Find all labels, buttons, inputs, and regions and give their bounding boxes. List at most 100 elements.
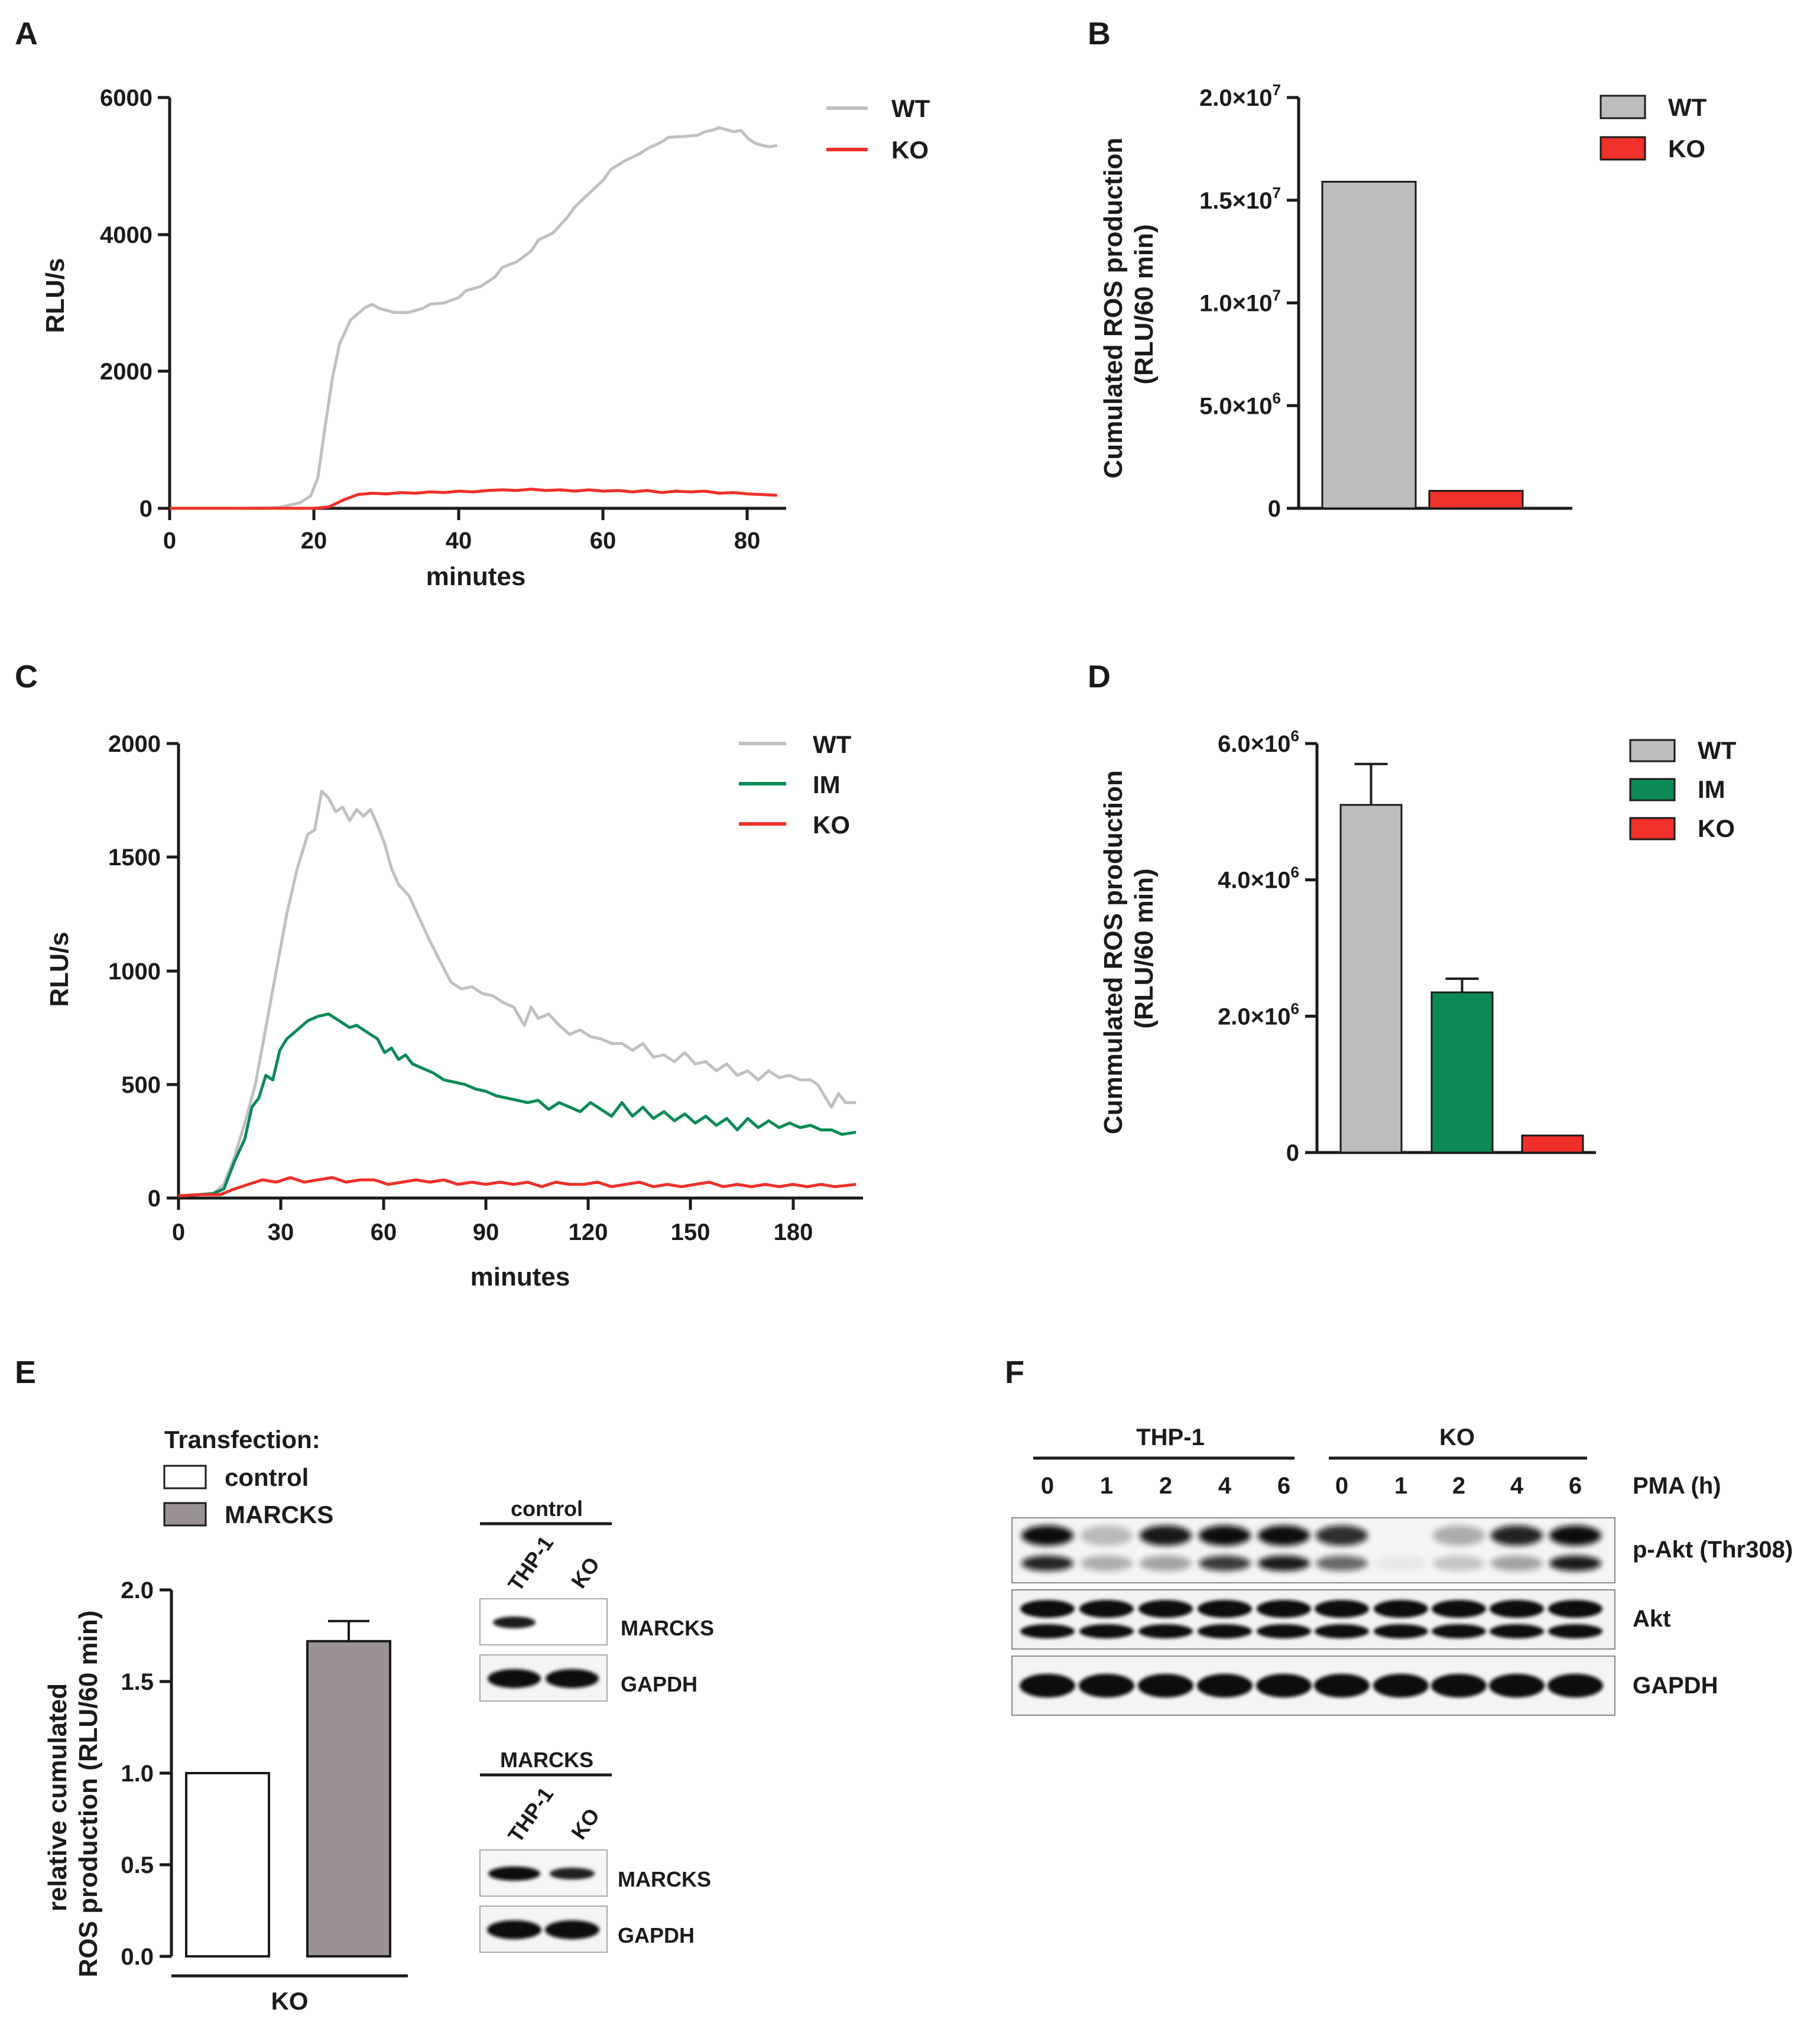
panel-c-axes (177, 744, 863, 1200)
panel-b-y-tick-label: 0 (1268, 496, 1281, 522)
panel-e-blot-control-row-gapdh: GAPDH (621, 1672, 697, 1696)
panel-e-legend-title: Transfection: (164, 1426, 320, 1453)
panel-a-wt-line (170, 126, 778, 510)
panel-e-legend-control-swatch (163, 1465, 207, 1489)
panel-f-lane-label: 2 (1452, 1473, 1465, 1499)
panel-f-band (1431, 1674, 1487, 1697)
panel-f-lane-label: 4 (1218, 1473, 1232, 1499)
panel-a-y-tick-label: 4000 (100, 222, 153, 248)
panel-d-legend-wt-label: WT (1698, 736, 1737, 764)
panel-e-blot-control-row-marcks: MARCKS (621, 1616, 714, 1640)
panel-a-x-tick-label: 20 (301, 528, 327, 554)
panel-e-blot-band (550, 1868, 595, 1880)
panel-f-band (1489, 1674, 1545, 1697)
panel-e-legend-marcks-swatch (163, 1502, 207, 1527)
panel-e: E Transfection: control MARCKS relative … (15, 1355, 714, 2015)
panel-f-band (1433, 1525, 1485, 1546)
panel-f-band (1432, 1624, 1486, 1638)
panel-b-y-ticks: 0 5.0×106 1.0×107 1.5×107 2.0×107 (1199, 81, 1299, 522)
panel-b-legend-ko-swatch (1600, 136, 1646, 161)
panel-e-y-tick-label: 1.5 (121, 1669, 154, 1695)
panel-d-legend-ko-swatch (1629, 817, 1676, 840)
panel-e-blot-control-lane-ko: KO (566, 1553, 605, 1593)
panel-e-y-tick-label: 2.0 (121, 1577, 154, 1603)
panel-f-band (1432, 1600, 1486, 1618)
panel-b-bar-wt (1321, 180, 1417, 509)
panel-d-bar-im (1430, 991, 1494, 1154)
panel-d-legend-ko-label: KO (1698, 814, 1735, 842)
panel-f-band (1315, 1600, 1369, 1618)
panel-f-band (1138, 1600, 1193, 1618)
panel-f-group-thp1: THP-1 (1136, 1424, 1205, 1450)
panel-f-band (1198, 1600, 1252, 1618)
panel-a-y-tick-label: 2000 (100, 359, 153, 385)
panel-d-y-tick-label: 0 (1286, 1140, 1299, 1166)
panel-c-x-tick-label: 90 (473, 1219, 499, 1245)
panel-d-legend-wt-swatch (1629, 739, 1676, 762)
panel-e-y-ticks: 0.0 0.5 1.0 1.5 2.0 (121, 1577, 171, 1970)
panel-c-y-tick-label: 1000 (108, 959, 161, 985)
panel-f-band (1375, 1556, 1427, 1571)
panel-a-y-tick-label: 0 (139, 496, 153, 522)
panel-d-y-tick-label: 2.0×106 (1218, 999, 1299, 1030)
panel-f-band (1316, 1556, 1368, 1571)
panel-b-y-tick-label: 1.5×107 (1199, 184, 1281, 214)
panel-f-band (1138, 1674, 1193, 1697)
panel-b-y-label-line1: Cumulated ROS production (1099, 138, 1128, 479)
panel-f-band (1079, 1624, 1134, 1638)
panel-f-band (1140, 1525, 1192, 1546)
panel-d-legend-im-swatch (1629, 778, 1676, 801)
panel-e-blot-control-lane-thp1: THP-1 (503, 1531, 558, 1596)
panel-c-x-tick-label: 60 (371, 1219, 397, 1245)
panel-c: C RLU/s minutes 0 500 1000 1500 2000 0 3… (15, 659, 863, 1291)
panel-e-blot-marcks-lane-thp1: THP-1 (503, 1783, 558, 1847)
panel-f-band (1256, 1674, 1312, 1697)
panel-f-lane-label: 0 (1041, 1473, 1054, 1499)
panel-b-y-label-line2: (RLU/60 min) (1130, 224, 1159, 384)
panel-a-x-tick-label: 80 (734, 528, 761, 554)
panel-f-band (1140, 1556, 1192, 1571)
panel-b-y-tick-label: 2.0×107 (1199, 81, 1281, 111)
panel-f-band (1548, 1624, 1602, 1638)
panel-c-ko-line (178, 1176, 857, 1197)
panel-c-x-tick-label: 30 (268, 1219, 294, 1245)
panel-f-band (1199, 1556, 1251, 1571)
panel-f-row-pakt: p-Akt (Thr308) (1633, 1537, 1793, 1563)
panel-f-band (1199, 1525, 1251, 1546)
panel-e-bar-control (185, 1772, 270, 1958)
panel-f-blot-akt-frame (1011, 1589, 1615, 1650)
panel-f-band (1258, 1525, 1310, 1546)
panel-f-group-ko: KO (1439, 1424, 1475, 1450)
panel-f-lane-label: 4 (1510, 1473, 1524, 1499)
panel-f-band (1433, 1556, 1485, 1571)
panel-f-bands (1020, 1525, 1603, 1697)
panel-f-row-gapdh: GAPDH (1633, 1673, 1718, 1699)
panel-e-legend-control-label: control (225, 1463, 309, 1491)
panel-f-lane-label: 2 (1159, 1473, 1172, 1499)
panel-b-y-tick-label: 5.0×106 (1199, 389, 1281, 419)
panel-a-x-tick-label: 40 (446, 528, 472, 554)
panel-f-time-label: PMA (h) (1633, 1473, 1721, 1499)
panel-c-legend-im-label: IM (813, 771, 841, 798)
panel-label-b: B (1088, 16, 1111, 51)
panel-f-band (1490, 1624, 1544, 1638)
panel-f-band (1549, 1525, 1601, 1546)
panel-e-blot-band (546, 1669, 599, 1688)
panel-f-band (1314, 1674, 1370, 1697)
panel-d-y-ticks: 0 2.0×106 4.0×106 6.0×106 (1218, 727, 1317, 1166)
panel-f-band (1138, 1624, 1193, 1638)
panel-b-y-tick-label: 1.0×107 (1199, 287, 1281, 317)
panel-f-band (1081, 1525, 1133, 1546)
panel-e-blot-control-header: control (511, 1497, 583, 1521)
panel-e-blot-band (493, 1617, 536, 1628)
panel-c-x-tick-label: 120 (569, 1219, 608, 1245)
panel-d: D Cummulated ROS production (RLU/60 min)… (1088, 659, 1737, 1166)
panel-d-y-label-line1: Cummulated ROS production (1099, 770, 1128, 1134)
panel-c-x-tick-label: 0 (172, 1219, 185, 1245)
panel-f-lane-label: 1 (1100, 1473, 1113, 1499)
panel-f-lane-label: 0 (1335, 1473, 1348, 1499)
panel-label-c: C (15, 659, 38, 694)
panel-d-bars (1339, 762, 1584, 1154)
panel-f-time-labels: 0 1 2 4 6 0 1 2 4 6 (1041, 1473, 1582, 1499)
panel-e-legend-marcks-label: MARCKS (225, 1501, 333, 1528)
